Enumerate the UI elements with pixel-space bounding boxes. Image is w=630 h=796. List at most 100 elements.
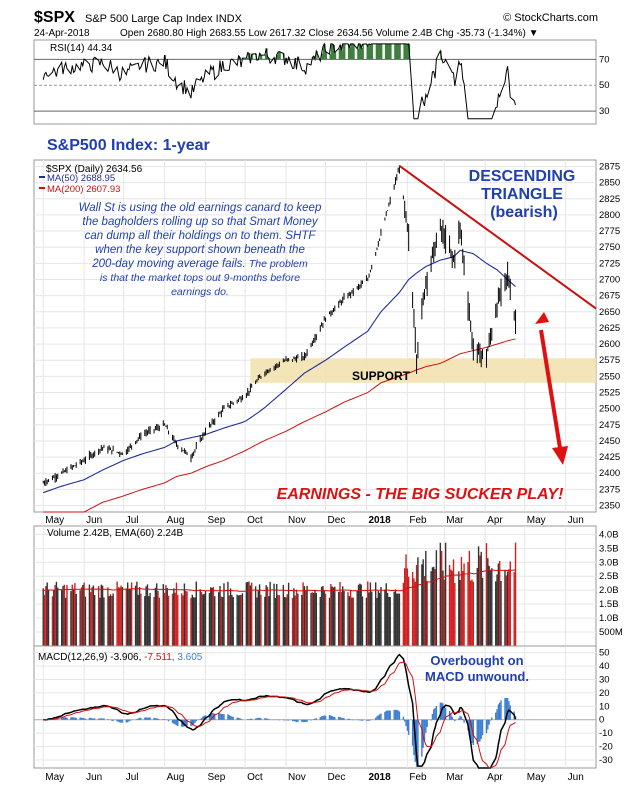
volume-bar	[203, 593, 205, 646]
volume-bar	[330, 584, 332, 646]
volume-bar	[378, 592, 381, 646]
volume-bar	[47, 589, 50, 646]
volume-bar	[377, 590, 380, 646]
volume-bar	[423, 575, 426, 646]
volume-bar	[439, 542, 442, 646]
macd-hist-bar	[386, 710, 389, 720]
macd-hist-bar	[294, 719, 296, 722]
macd-hist-bar	[402, 716, 405, 720]
macd-hist-bar	[55, 718, 58, 720]
macd-hist-bar	[258, 717, 261, 720]
volume-bar	[504, 570, 506, 646]
volume-bar	[79, 590, 81, 646]
month-label: 2018	[368, 772, 391, 783]
macd-hist-bar	[293, 719, 295, 722]
macd-hist-bar	[374, 717, 377, 720]
volume-bar	[153, 596, 155, 646]
volume-bar	[356, 590, 358, 646]
commentary-line-4: when the key support shown beneath the	[95, 244, 305, 256]
volume-bar	[211, 587, 213, 646]
macd-hist-bar	[221, 713, 224, 720]
volume-bar	[385, 583, 387, 646]
month-label: Oct	[247, 772, 263, 783]
price-tick-label: 2875	[599, 161, 620, 172]
macd-hist-bar	[100, 718, 102, 720]
volume-bar	[468, 550, 471, 646]
month-label: Aug	[167, 772, 185, 783]
macd-hist-bar	[200, 717, 203, 720]
price-tick-label: 2525	[599, 388, 620, 399]
volume-bar	[278, 595, 281, 646]
macd-hist-bar	[330, 715, 332, 720]
volume-bar	[297, 593, 299, 646]
volume-bar	[229, 588, 232, 646]
macd-hist-bar	[74, 717, 76, 720]
symbol-title: $SPX	[34, 9, 75, 26]
volume-bar	[162, 584, 164, 646]
volume-bar	[361, 596, 364, 646]
macd-hist-bar	[92, 718, 95, 720]
month-label: Nov	[288, 772, 306, 783]
volume-bar	[82, 584, 84, 646]
macd-hist-bar	[107, 719, 109, 720]
macd-hist-bar	[454, 719, 456, 722]
macd-hist-bar	[62, 717, 64, 720]
macd-hist-bar	[348, 718, 351, 720]
rsi-tick-label: 50	[599, 80, 610, 91]
macd-hist-bar	[305, 719, 307, 722]
volume-bar	[171, 593, 174, 646]
macd-hist-bar	[171, 719, 174, 723]
macd-hist-bar	[146, 717, 149, 720]
macd-hist-bar	[452, 719, 455, 720]
volume-bar	[396, 593, 398, 646]
volume-bar	[302, 582, 304, 646]
volume-bar	[380, 587, 382, 646]
volume-bar	[351, 597, 353, 646]
macd-hist-bar	[283, 719, 286, 721]
macd-hist-bar	[425, 719, 427, 733]
macd-hist-bar	[64, 717, 67, 720]
volume-bar	[214, 596, 216, 646]
volume-bar	[260, 594, 262, 646]
volume-bar	[273, 583, 275, 646]
volume-bar	[315, 593, 318, 646]
volume-bar	[451, 570, 453, 646]
volume-bar	[324, 593, 327, 646]
macd-hist-bar	[137, 718, 139, 720]
volume-bar	[190, 597, 192, 646]
macd-label-a: MACD(12,26,9) -3.906,	[38, 652, 141, 663]
volume-bar	[208, 593, 211, 646]
volume-bar	[99, 597, 101, 646]
rsi-tick-label: 70	[599, 54, 610, 65]
macd-hist-bar	[210, 713, 212, 720]
macd-hist-bar	[312, 719, 315, 720]
volume-bar	[217, 592, 220, 646]
price-bars	[42, 165, 517, 487]
volume-bar	[359, 583, 361, 646]
volume-bar	[487, 558, 489, 646]
volume-bar	[311, 592, 314, 646]
volume-bar	[148, 596, 150, 646]
macd-hist-bar	[125, 719, 128, 723]
macd-hist-bar	[378, 714, 381, 720]
rsi-overbought-fill	[84, 43, 443, 60]
volume-bar	[469, 580, 472, 646]
volume-bar	[245, 582, 248, 646]
volume-bar	[431, 567, 434, 646]
volume-bar	[237, 595, 240, 646]
macd-hist-bar	[415, 719, 418, 767]
macd-hist-bar	[476, 719, 478, 744]
macd-hist-bar	[388, 710, 390, 720]
volume-bar	[257, 589, 259, 646]
commentary-line-2: the bagholders rolling up so that Smart …	[82, 216, 318, 228]
macd-hist-bar	[148, 717, 150, 720]
volume-bar	[374, 582, 377, 646]
volume-bar	[265, 585, 267, 646]
macd-hist-bar	[186, 719, 188, 726]
volume-bar	[285, 597, 287, 646]
macd-signal-line	[43, 661, 516, 769]
macd-hist-bar	[421, 719, 423, 757]
macd-hist-bar	[384, 711, 386, 720]
volume-bar	[247, 581, 249, 646]
